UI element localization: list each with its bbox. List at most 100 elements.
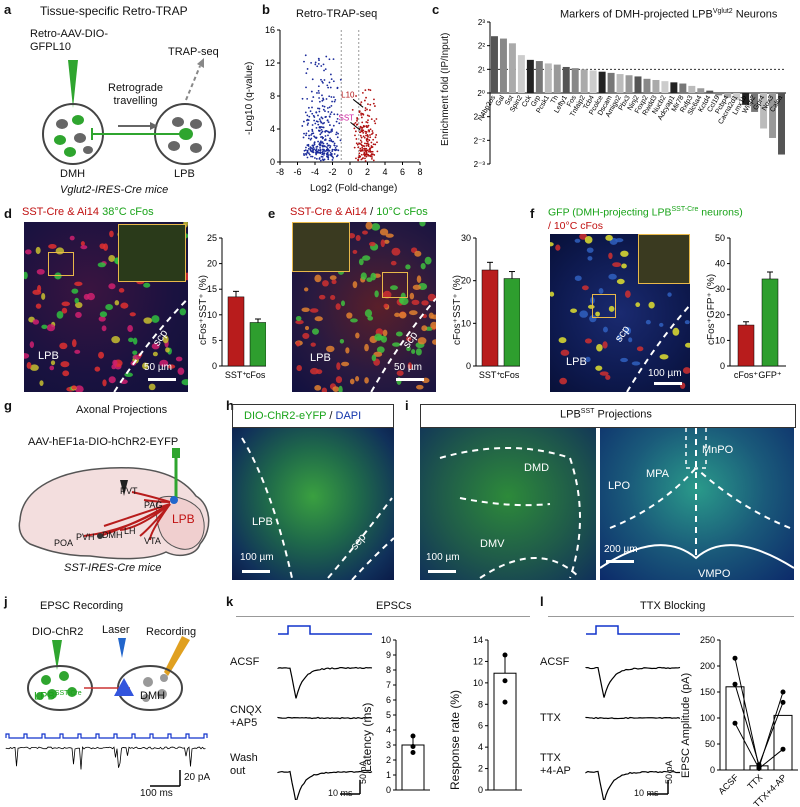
volcano-annotation-arrow bbox=[350, 122, 361, 131]
volcano-point bbox=[328, 144, 330, 147]
volcano-point bbox=[331, 130, 334, 132]
kresp-point bbox=[502, 699, 508, 705]
cell bbox=[98, 351, 105, 359]
volcano-point bbox=[306, 150, 309, 153]
panel-g-region-lpb: LPB bbox=[172, 512, 195, 526]
volcano-point bbox=[329, 137, 331, 140]
volcano-point bbox=[315, 111, 318, 114]
volcano-xtick-label: 8 bbox=[417, 167, 422, 177]
cell bbox=[382, 329, 388, 337]
cell bbox=[41, 324, 48, 329]
volcano-point bbox=[335, 155, 338, 158]
volcano-point bbox=[307, 106, 310, 109]
panel-b-volcano-plot: 0 4 8 12 16 -8 -6 -4 -2 0 2 4 6 8 L10 SST bbox=[265, 25, 423, 177]
cell bbox=[555, 244, 561, 251]
volcano-point bbox=[329, 154, 331, 156]
volcano-point bbox=[314, 122, 317, 125]
cell bbox=[391, 247, 401, 256]
volcano-point bbox=[368, 115, 371, 118]
volcano-point bbox=[318, 100, 321, 103]
volcano-point bbox=[332, 157, 335, 159]
cell bbox=[684, 342, 690, 348]
markers-ytick-label: 2⁻¹ bbox=[474, 113, 486, 122]
cell bbox=[74, 297, 79, 304]
klat-ytick-label: 10 bbox=[381, 635, 391, 645]
volcano-point bbox=[361, 157, 364, 160]
volcano-point bbox=[318, 110, 321, 113]
volcano-point bbox=[371, 150, 374, 153]
panel-a-mouse: Vglut2-IRES-Cre mice bbox=[60, 184, 169, 196]
volcano-point bbox=[328, 81, 331, 84]
markers-bar bbox=[679, 83, 687, 93]
panel-j-dmh: DMH bbox=[140, 690, 166, 702]
cell bbox=[120, 302, 129, 309]
volcano-point bbox=[303, 132, 305, 135]
dbar-bar bbox=[227, 296, 245, 367]
cell bbox=[421, 300, 429, 306]
volcano-point bbox=[322, 159, 325, 161]
volcano-point bbox=[328, 131, 331, 134]
panel-l-row-ttx4ap: TTX +4-AP bbox=[540, 752, 571, 777]
volcano-point bbox=[335, 145, 338, 148]
cell bbox=[406, 346, 411, 352]
markers-bar bbox=[643, 78, 651, 93]
volcano-point bbox=[359, 147, 362, 150]
klat-ytick-label: 4 bbox=[386, 725, 391, 735]
cell bbox=[314, 274, 322, 283]
cell bbox=[35, 246, 41, 255]
cell bbox=[105, 304, 113, 311]
volcano-point bbox=[309, 149, 312, 152]
cell bbox=[338, 385, 343, 392]
volcano-point bbox=[365, 126, 368, 128]
cell bbox=[420, 262, 426, 270]
volcano-point bbox=[362, 129, 365, 132]
panel-label-c: c bbox=[432, 2, 440, 17]
volcano-point bbox=[317, 140, 319, 143]
panel-a-travel: Retrograde travelling bbox=[108, 82, 164, 107]
dbar-ytick-label: 0 bbox=[212, 361, 217, 371]
panel-k-traces bbox=[277, 625, 373, 800]
panel-g-virus: AAV-hEF1a-DIO-hChR2-EYFP bbox=[28, 436, 179, 448]
panel-b-ylabel: -Log10 (q-value) bbox=[244, 61, 255, 135]
volcano-point bbox=[322, 63, 325, 66]
volcano-point bbox=[327, 110, 330, 113]
volcano-point bbox=[362, 135, 365, 138]
ebar-bar bbox=[503, 278, 520, 367]
fbar-ytick-label: 50 bbox=[715, 233, 725, 243]
volcano-point bbox=[324, 150, 326, 152]
cell bbox=[46, 324, 56, 332]
volcano-point bbox=[332, 80, 335, 83]
volcano-point bbox=[335, 131, 338, 134]
volcano-point bbox=[320, 131, 323, 134]
cell bbox=[586, 247, 594, 253]
volcano-point bbox=[321, 144, 324, 147]
lbar-ytick-label: 200 bbox=[700, 661, 715, 671]
cell bbox=[603, 326, 608, 333]
cell bbox=[74, 349, 81, 354]
cell bbox=[41, 293, 46, 300]
lbar-point bbox=[780, 689, 786, 695]
fbar-bar bbox=[761, 278, 779, 367]
boundary-dash bbox=[370, 297, 436, 392]
volcano-point bbox=[371, 153, 374, 156]
cell bbox=[124, 372, 133, 377]
markers-bar bbox=[562, 66, 570, 93]
volcano-point bbox=[370, 145, 373, 147]
volcano-point bbox=[321, 105, 324, 107]
cell bbox=[129, 312, 136, 317]
ltraces-trace bbox=[585, 716, 681, 720]
ebar-category-label: SST⁺ bbox=[479, 370, 502, 380]
volcano-point bbox=[361, 146, 364, 149]
cell bbox=[39, 380, 44, 386]
volcano-point bbox=[368, 150, 370, 153]
cell bbox=[364, 309, 373, 318]
volcano-point bbox=[360, 101, 363, 104]
panel-label-h: h bbox=[226, 398, 234, 413]
panel-d-micrograph: LPB scp 50 µm bbox=[24, 222, 188, 392]
volcano-point bbox=[303, 153, 305, 155]
cell bbox=[36, 268, 45, 275]
panel-l-scale-pa: 50 pA bbox=[664, 760, 674, 784]
ktraces-trace bbox=[277, 716, 373, 720]
volcano-point bbox=[316, 92, 318, 94]
cell bbox=[61, 307, 68, 314]
